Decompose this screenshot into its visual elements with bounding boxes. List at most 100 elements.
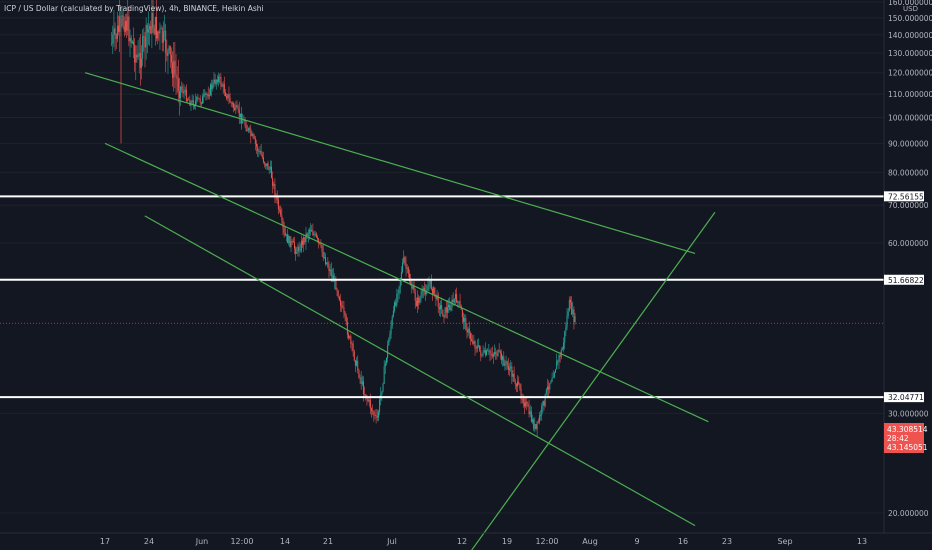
candle-body	[497, 350, 499, 356]
candle-body	[328, 266, 330, 272]
candle-body	[210, 84, 212, 95]
candle-body	[410, 281, 412, 286]
horizontal-levels	[0, 195, 884, 399]
candle-body	[528, 406, 530, 415]
candle-body	[185, 89, 187, 101]
candle-body	[315, 233, 317, 238]
candle-body	[208, 94, 210, 97]
candle-body	[302, 240, 304, 245]
candle-body	[406, 267, 408, 269]
candle-body	[260, 150, 262, 155]
candle-body	[135, 54, 137, 63]
candle-body	[235, 105, 237, 111]
candle-body	[500, 353, 502, 361]
candle-body	[280, 209, 282, 216]
candle-body	[242, 120, 244, 124]
candle-body	[391, 316, 393, 326]
candle-body	[287, 234, 289, 244]
candle-body	[533, 419, 535, 429]
candle-body	[326, 262, 328, 264]
candle-body	[281, 215, 283, 220]
candle-body	[295, 248, 297, 254]
candle-body	[318, 238, 320, 243]
candle-body	[389, 334, 391, 340]
candle-body	[430, 279, 432, 290]
candle-body	[228, 94, 230, 98]
candle-body	[435, 294, 437, 299]
x-tick-label: Jun	[195, 537, 209, 546]
candle-body	[310, 229, 312, 231]
candle-body	[453, 298, 455, 303]
x-axis[interactable]: 17 24 Jun 12:00 14 21 Jul 12 19 12:00 Aug 9 16 23 Sep 1…	[100, 537, 867, 546]
candle-body	[151, 12, 153, 34]
candle-body	[352, 343, 354, 352]
candle-body	[239, 113, 241, 117]
y-tick-label: 140.000000	[888, 31, 932, 40]
candle-body	[200, 102, 202, 104]
candle-body	[270, 166, 272, 178]
candle-body	[353, 351, 355, 361]
candle-body	[525, 401, 527, 407]
candle-body	[289, 235, 291, 248]
candle-body	[507, 365, 509, 371]
y-axis[interactable]: 160.000000 150.000000 140.000000 130.000000…	[888, 0, 932, 518]
candle-body	[454, 294, 456, 299]
candle-body	[305, 233, 307, 243]
candle-body	[494, 352, 496, 355]
candle-body	[498, 350, 500, 352]
candle-body	[319, 242, 321, 244]
candle-body	[297, 246, 299, 253]
candle-body	[551, 377, 553, 382]
trendlines	[84, 72, 716, 550]
candle-body	[468, 328, 470, 334]
candle-body	[250, 128, 252, 136]
candle-body	[183, 91, 185, 94]
y-tick-label: 60.000000	[888, 239, 929, 248]
candle-body	[377, 411, 379, 418]
x-tick-label: Jul	[386, 537, 397, 546]
candle-body	[169, 46, 171, 56]
candle-body	[227, 94, 229, 99]
candle-body	[174, 60, 176, 75]
trendline-channel-lower[interactable]	[144, 215, 696, 527]
candle-body	[311, 229, 313, 232]
candle-body	[425, 290, 427, 294]
level-label: 72.561552	[888, 192, 929, 201]
candle-body	[308, 229, 310, 234]
candle-body	[231, 103, 233, 104]
candle-body	[114, 28, 116, 35]
candle-body	[487, 350, 489, 352]
candle-body	[213, 79, 215, 83]
candle-body	[181, 86, 183, 90]
candle-body	[456, 294, 458, 303]
candle-body	[243, 120, 245, 121]
trendline-channel-middle[interactable]	[104, 142, 709, 423]
candle-body	[428, 283, 430, 287]
candle-body	[367, 398, 369, 402]
candle-body	[559, 355, 561, 357]
candle-body	[396, 294, 398, 306]
level-label: 51.668228	[888, 276, 929, 285]
candle-body	[437, 295, 439, 308]
x-tick-label: 21	[323, 537, 333, 546]
candle-body	[388, 339, 390, 346]
y-tick-label: 90.000000	[888, 139, 929, 148]
trendline-channel-upper[interactable]	[84, 72, 696, 255]
x-tick-label: 24	[144, 537, 154, 546]
candle-body	[180, 86, 182, 99]
candle-body	[418, 297, 420, 304]
trendline-support-rising[interactable]	[470, 211, 716, 550]
candle-body	[300, 240, 302, 251]
candle-body	[509, 368, 511, 371]
candle-body	[395, 302, 397, 306]
candle-body	[407, 267, 409, 274]
candle-body	[535, 424, 537, 430]
candle-body	[513, 373, 515, 382]
candle-body	[375, 415, 377, 417]
candle-body	[449, 304, 451, 311]
candle-body	[567, 311, 569, 316]
candle-body	[561, 348, 563, 350]
candle-body	[116, 25, 118, 39]
